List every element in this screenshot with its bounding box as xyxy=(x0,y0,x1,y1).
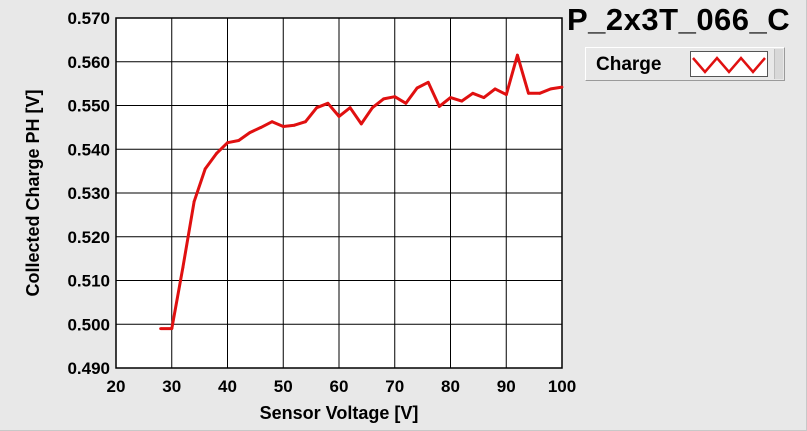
x-axis-title: Sensor Voltage [V] xyxy=(260,403,419,423)
data-point xyxy=(293,123,296,127)
data-point xyxy=(259,126,263,129)
data-point xyxy=(404,101,408,105)
y-tick-label: 0.540 xyxy=(67,140,110,159)
legend-scrollbar[interactable] xyxy=(774,49,783,79)
x-tick-label: 80 xyxy=(441,377,460,396)
data-point xyxy=(170,327,174,330)
data-point xyxy=(493,87,497,91)
data-point xyxy=(281,125,285,128)
data-point xyxy=(549,87,553,91)
data-point xyxy=(415,86,419,90)
chart-title: P_2x3T_066_C xyxy=(567,2,791,37)
data-point xyxy=(471,91,475,95)
data-point xyxy=(426,80,430,84)
y-tick-label: 0.550 xyxy=(67,97,110,116)
y-axis-title: Collected Charge PH [V] xyxy=(23,89,43,296)
x-tick-label: 100 xyxy=(548,377,576,396)
data-point xyxy=(203,167,207,171)
x-tick-label: 60 xyxy=(330,377,349,396)
data-point xyxy=(270,120,274,124)
y-tick-label: 0.560 xyxy=(67,53,110,72)
x-axis-ticks: 20 30 40 50 60 70 80 90 100 xyxy=(107,377,577,396)
y-axis-ticks: 0.490 0.500 0.510 0.520 0.530 0.540 0.550 0.560… xyxy=(67,9,110,378)
legend: Charge xyxy=(585,47,785,81)
data-point xyxy=(192,200,196,204)
data-point xyxy=(560,85,564,89)
data-point xyxy=(348,106,352,110)
data-point xyxy=(527,91,530,95)
data-point xyxy=(516,53,519,57)
y-tick-label: 0.530 xyxy=(67,184,110,203)
y-tick-label: 0.490 xyxy=(67,359,110,378)
data-point xyxy=(449,96,452,99)
data-point xyxy=(382,97,385,101)
y-tick-label: 0.570 xyxy=(67,9,110,28)
data-point xyxy=(371,106,374,110)
data-point xyxy=(215,152,218,156)
data-point xyxy=(237,139,241,142)
data-point xyxy=(393,95,397,99)
x-tick-label: 90 xyxy=(497,377,516,396)
series-layer xyxy=(159,53,564,331)
y-tick-label: 0.500 xyxy=(67,315,110,334)
data-point xyxy=(248,131,252,135)
data-point xyxy=(437,105,441,108)
legend-label-charge: Charge xyxy=(596,54,662,75)
data-point xyxy=(315,106,319,110)
legend-zigzag-icon xyxy=(692,56,766,74)
x-tick-label: 40 xyxy=(218,377,237,396)
data-point xyxy=(504,93,508,96)
data-point xyxy=(181,266,185,269)
data-point xyxy=(337,115,341,118)
x-tick-label: 20 xyxy=(107,377,126,396)
x-tick-label: 50 xyxy=(274,377,293,396)
data-point xyxy=(226,141,229,145)
legend-swatch-charge[interactable] xyxy=(690,51,768,77)
data-point xyxy=(359,122,363,126)
data-point xyxy=(304,120,307,124)
data-point xyxy=(159,327,163,330)
data-point xyxy=(538,91,542,95)
y-tick-label: 0.510 xyxy=(67,272,110,291)
data-point xyxy=(460,99,464,103)
data-point xyxy=(326,101,330,105)
x-tick-label: 30 xyxy=(162,377,181,396)
y-tick-label: 0.520 xyxy=(67,228,110,247)
plot-frame xyxy=(115,17,563,369)
x-tick-label: 70 xyxy=(385,377,404,396)
data-point xyxy=(482,96,486,99)
